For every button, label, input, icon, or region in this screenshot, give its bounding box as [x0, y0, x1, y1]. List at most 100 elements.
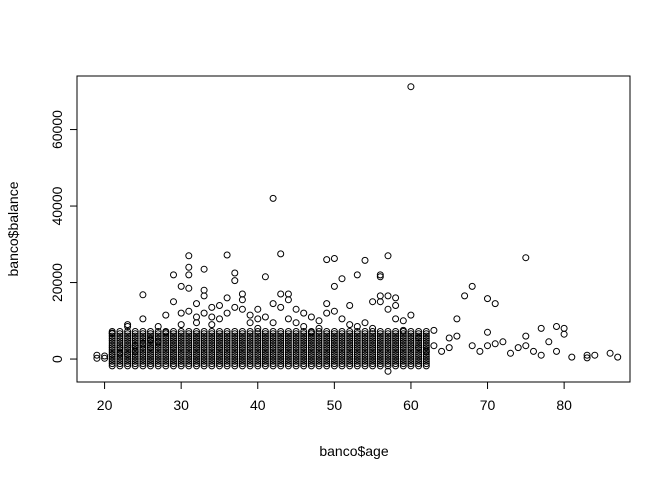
data-point — [170, 355, 177, 363]
data-point — [376, 344, 384, 352]
data-point — [384, 252, 392, 260]
data-point — [560, 330, 568, 338]
data-point — [353, 360, 361, 368]
data-point — [307, 341, 315, 349]
data-point — [269, 344, 277, 352]
data-point — [170, 337, 177, 345]
data-point — [307, 360, 315, 368]
data-point — [399, 344, 407, 352]
data-point — [369, 344, 377, 352]
data-point — [277, 344, 285, 352]
data-point — [361, 348, 369, 356]
data-point — [292, 337, 300, 345]
data-point — [392, 339, 400, 347]
data-point — [399, 330, 407, 338]
data-point — [269, 362, 277, 370]
data-point — [284, 355, 292, 363]
data-point — [338, 275, 346, 283]
data-point — [231, 277, 239, 285]
data-point — [185, 348, 193, 356]
data-point — [154, 353, 162, 361]
data-point — [300, 355, 308, 363]
data-point — [193, 319, 200, 327]
data-point — [399, 339, 407, 347]
data-point — [208, 303, 216, 311]
data-point — [407, 332, 415, 340]
data-point — [200, 286, 208, 294]
data-point — [269, 341, 277, 349]
data-point — [369, 351, 377, 358]
data-point — [361, 360, 369, 368]
data-point — [200, 339, 208, 347]
data-point — [108, 357, 116, 365]
data-point — [300, 353, 308, 361]
data-point — [361, 332, 369, 340]
data-point — [346, 339, 354, 347]
data-point — [323, 351, 331, 358]
data-point — [407, 351, 415, 358]
data-point — [200, 344, 208, 352]
data-point — [208, 337, 216, 345]
data-point — [415, 346, 423, 354]
data-point — [384, 351, 392, 358]
data-point — [147, 348, 154, 356]
data-point — [193, 357, 200, 365]
data-point — [231, 346, 239, 354]
data-point — [261, 360, 269, 368]
data-point — [422, 362, 430, 370]
data-point — [399, 337, 407, 345]
data-point — [208, 321, 216, 329]
data-point — [353, 346, 361, 354]
data-point — [177, 339, 185, 347]
data-point — [238, 328, 246, 335]
data-point — [177, 355, 185, 363]
data-point — [284, 296, 292, 304]
data-point — [300, 323, 308, 330]
data-point — [254, 334, 262, 342]
data-point — [323, 339, 331, 347]
data-point — [269, 319, 277, 327]
data-point — [445, 334, 453, 342]
data-point — [200, 309, 208, 317]
data-point — [399, 332, 407, 340]
data-point — [277, 357, 285, 365]
data-point — [330, 330, 338, 338]
data-point — [124, 339, 132, 347]
data-point — [407, 330, 415, 338]
data-point — [353, 351, 361, 358]
data-point — [369, 357, 377, 365]
data-point — [399, 357, 407, 365]
data-point — [369, 346, 377, 354]
data-point — [170, 341, 177, 349]
data-point — [185, 334, 193, 342]
data-point — [384, 328, 392, 335]
data-point — [208, 339, 216, 347]
data-point — [384, 360, 392, 368]
data-point — [422, 360, 430, 368]
data-point — [216, 334, 223, 342]
data-point — [238, 348, 246, 356]
data-point — [131, 357, 139, 365]
data-point — [392, 360, 400, 368]
data-point — [154, 337, 162, 345]
data-point — [139, 360, 147, 368]
data-point — [139, 315, 147, 323]
data-point — [185, 351, 193, 358]
data-point — [131, 351, 139, 358]
data-point — [254, 351, 262, 358]
data-point — [277, 341, 285, 349]
data-point — [284, 339, 292, 347]
data-point — [101, 352, 109, 360]
data-point — [131, 348, 139, 356]
data-point — [277, 250, 285, 258]
data-point — [292, 351, 300, 358]
data-point — [246, 311, 254, 319]
data-point — [284, 351, 292, 358]
data-point — [292, 362, 300, 370]
data-point — [376, 328, 384, 335]
data-point — [261, 313, 269, 321]
data-point — [238, 339, 246, 347]
data-point — [323, 337, 331, 345]
data-point — [170, 271, 177, 279]
data-point — [208, 346, 216, 354]
